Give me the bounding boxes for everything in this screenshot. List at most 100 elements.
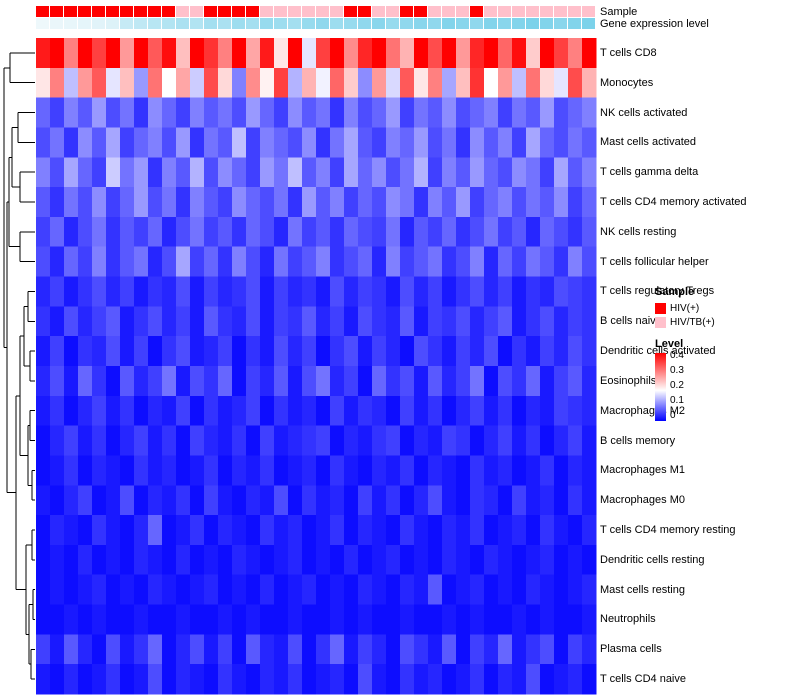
heatmap-cell xyxy=(442,604,457,635)
heatmap-cell xyxy=(540,664,555,695)
heatmap-cell xyxy=(92,187,107,218)
heatmap-cell xyxy=(190,604,205,635)
heatmap-cell xyxy=(204,604,219,635)
heatmap-cell xyxy=(540,425,555,456)
sample-annotation-cell xyxy=(428,6,441,17)
heatmap-cell xyxy=(526,544,541,576)
heatmap-cell xyxy=(344,544,359,576)
heatmap-cell xyxy=(512,97,527,128)
sample-annotation-cell xyxy=(386,6,399,17)
gene-expression-annotation-cell xyxy=(120,18,133,29)
heatmap-cell xyxy=(232,485,247,516)
sample-annotation-cell xyxy=(218,6,231,17)
heatmap-cell xyxy=(246,634,261,665)
heatmap-cell xyxy=(302,544,317,576)
heatmap-cell xyxy=(246,157,261,188)
heatmap-cell xyxy=(64,306,79,337)
heatmap-cell xyxy=(316,425,331,456)
heatmap-cell xyxy=(484,187,499,218)
heatmap-cell xyxy=(344,216,359,248)
heatmap-cell xyxy=(568,97,583,128)
heatmap-cell xyxy=(344,276,359,307)
heatmap-cell xyxy=(526,157,541,188)
heatmap-cell xyxy=(470,604,485,635)
heatmap-cell xyxy=(344,515,359,546)
heatmap-cell xyxy=(526,485,541,516)
heatmap-cell xyxy=(414,485,429,516)
row-label: B cells memory xyxy=(600,434,676,447)
heatmap-cell xyxy=(582,634,597,665)
heatmap-cell xyxy=(148,604,163,635)
gene-expression-annotation-cell xyxy=(330,18,343,29)
heatmap-cell xyxy=(218,634,233,665)
heatmap-cell xyxy=(148,336,163,367)
heatmap-cell xyxy=(120,97,135,128)
heatmap-cell xyxy=(428,276,443,307)
heatmap-cell xyxy=(470,366,485,397)
heatmap-cell xyxy=(148,574,163,605)
legend-sample-title: Sample xyxy=(655,286,695,298)
heatmap-cell xyxy=(526,306,541,337)
heatmap-cell xyxy=(274,336,289,367)
heatmap-cell xyxy=(568,574,583,605)
heatmap-cell xyxy=(134,336,149,367)
heatmap-cell xyxy=(232,515,247,546)
heatmap-cell xyxy=(190,127,205,158)
heatmap-cell xyxy=(554,515,569,546)
heatmap-cell xyxy=(78,97,93,128)
heatmap-cell xyxy=(120,336,135,367)
heatmap-cell xyxy=(148,425,163,456)
sample-annotation-cell xyxy=(50,6,63,17)
heatmap-cell xyxy=(330,157,345,188)
legend-color-swatch xyxy=(655,302,666,314)
heatmap-cell xyxy=(582,187,597,218)
heatmap-cell xyxy=(526,187,541,218)
heatmap-cell xyxy=(372,127,387,158)
heatmap-cell xyxy=(442,306,457,337)
heatmap-cell xyxy=(92,216,107,248)
sample-annotation-cell xyxy=(190,6,203,17)
heatmap-cell xyxy=(414,187,429,218)
heatmap-cell xyxy=(176,336,191,367)
heatmap-cell xyxy=(582,157,597,188)
heatmap-cell xyxy=(512,634,527,665)
heatmap-cell xyxy=(176,67,191,99)
heatmap-cell xyxy=(316,664,331,695)
heatmap-cell xyxy=(288,187,303,218)
heatmap-cell xyxy=(400,455,415,486)
heatmap-cell xyxy=(442,634,457,665)
heatmap-cell xyxy=(232,544,247,576)
heatmap-cell xyxy=(526,455,541,486)
heatmap-cell xyxy=(512,127,527,158)
heatmap-cell xyxy=(302,485,317,516)
heatmap-cell xyxy=(232,366,247,397)
heatmap-cell xyxy=(344,127,359,158)
heatmap-cell xyxy=(470,544,485,576)
gene-expression-annotation-cell xyxy=(442,18,455,29)
heatmap-cell xyxy=(484,216,499,248)
heatmap-cell xyxy=(582,216,597,248)
legend-sample-item: HIV/TB(+) xyxy=(655,315,795,329)
heatmap-cell xyxy=(526,515,541,546)
heatmap-cell xyxy=(428,306,443,337)
heatmap-cell xyxy=(330,366,345,397)
heatmap-cell xyxy=(372,664,387,695)
heatmap-cell xyxy=(582,276,597,307)
heatmap-cell xyxy=(540,276,555,307)
heatmap-cell xyxy=(218,246,233,277)
heatmap-cell xyxy=(540,634,555,665)
heatmap-cell xyxy=(456,634,471,665)
heatmap-cell xyxy=(274,395,289,427)
heatmap-cell xyxy=(554,366,569,397)
heatmap-cell xyxy=(442,157,457,188)
gene-expression-annotation-cell xyxy=(414,18,427,29)
heatmap-cell xyxy=(64,604,79,635)
heatmap-cell xyxy=(134,246,149,277)
heatmap-cell xyxy=(162,455,177,486)
heatmap-cell xyxy=(204,276,219,307)
row-label: Dendritic cells resting xyxy=(600,553,705,566)
heatmap-cell xyxy=(204,485,219,516)
heatmap-cell xyxy=(176,574,191,605)
heatmap-cell xyxy=(316,187,331,218)
heatmap-cell xyxy=(316,544,331,576)
